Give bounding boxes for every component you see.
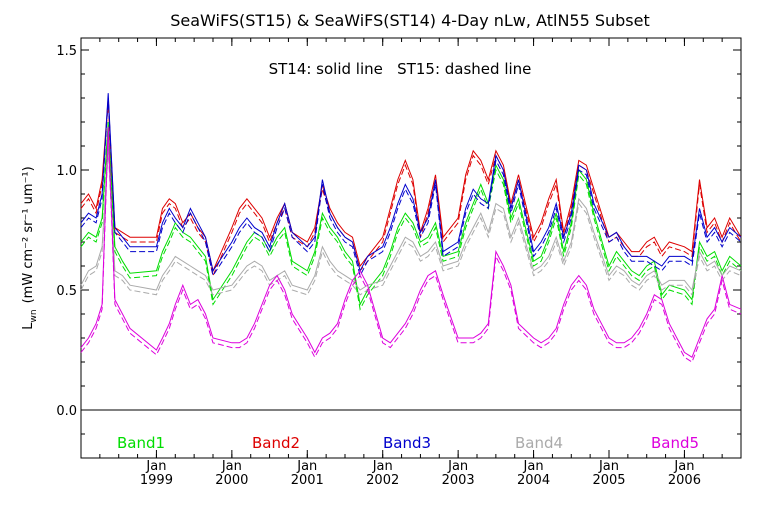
legend-band1: Band1 (117, 434, 165, 452)
x-tick-year: 2003 (442, 473, 475, 488)
x-tick-month: Jan (598, 459, 619, 474)
y-axis-label-units: (mW cm⁻² sr⁻¹ um⁻¹) (21, 166, 36, 303)
series-line-band2-st14 (80, 97, 742, 273)
x-tick-year: 1999 (140, 473, 173, 488)
x-axis: Jan1999Jan2000Jan2001Jan2002Jan2003Jan20… (80, 38, 742, 488)
legend-band5: Band5 (651, 434, 699, 452)
legend-band3: Band3 (383, 434, 431, 452)
chart-title: SeaWiFS(ST15) & SeaWiFS(ST14) 4-Day nLw,… (170, 11, 650, 30)
x-tick-month: Jan (447, 459, 468, 474)
x-tick-year: 2004 (517, 473, 550, 488)
legend-band2: Band2 (252, 434, 300, 452)
series-line-band3-st15 (80, 97, 742, 277)
series-line-band4-st14 (80, 145, 742, 292)
series-line-band5-st15 (80, 131, 742, 363)
series-line-band2-st15 (80, 102, 742, 278)
legend-band4: Band4 (515, 434, 563, 452)
legend: Band1 Band2 Band3 Band4 Band5 (117, 434, 699, 452)
x-tick-year: 2001 (291, 473, 324, 488)
y-tick-label: 1.0 (56, 164, 77, 179)
y-tick-label: 0.5 (56, 284, 77, 299)
series-line-band4-st15 (80, 150, 742, 296)
svg-text:Lwn(mW cm⁻² sr⁻¹ um⁻¹): Lwn (mW cm⁻² sr⁻¹ um⁻¹) (21, 166, 39, 329)
series-line-band3-st14 (80, 93, 742, 273)
x-tick-month: Jan (296, 459, 317, 474)
x-tick-month: Jan (145, 459, 166, 474)
series-line-band1-st15 (80, 126, 742, 311)
series-line-band5-st14 (80, 126, 742, 358)
x-tick-month: Jan (372, 459, 393, 474)
x-tick-year: 2005 (592, 473, 625, 488)
y-axis-label-subscript: wn (29, 309, 39, 322)
y-axis-label-main: L (21, 322, 36, 330)
y-axis: 0.0 0.5 1.0 1.5 (56, 44, 741, 459)
series-layer (80, 93, 742, 363)
x-tick-month: Jan (523, 459, 544, 474)
chart-subtitle: ST14: solid line ST15: dashed line (269, 60, 532, 78)
x-tick-year: 2006 (668, 473, 701, 488)
x-tick-month: Jan (673, 459, 694, 474)
series-line-band1-st14 (80, 121, 742, 306)
y-tick-label: 1.5 (56, 44, 77, 59)
plot-frame (80, 37, 742, 459)
y-tick-label: 0.0 (56, 404, 77, 419)
x-tick-month: Jan (221, 459, 242, 474)
x-tick-year: 2002 (366, 473, 399, 488)
y-axis-label: Lwn (mW cm⁻² sr⁻¹ um⁻¹) (21, 166, 39, 329)
x-tick-year: 2000 (215, 473, 248, 488)
